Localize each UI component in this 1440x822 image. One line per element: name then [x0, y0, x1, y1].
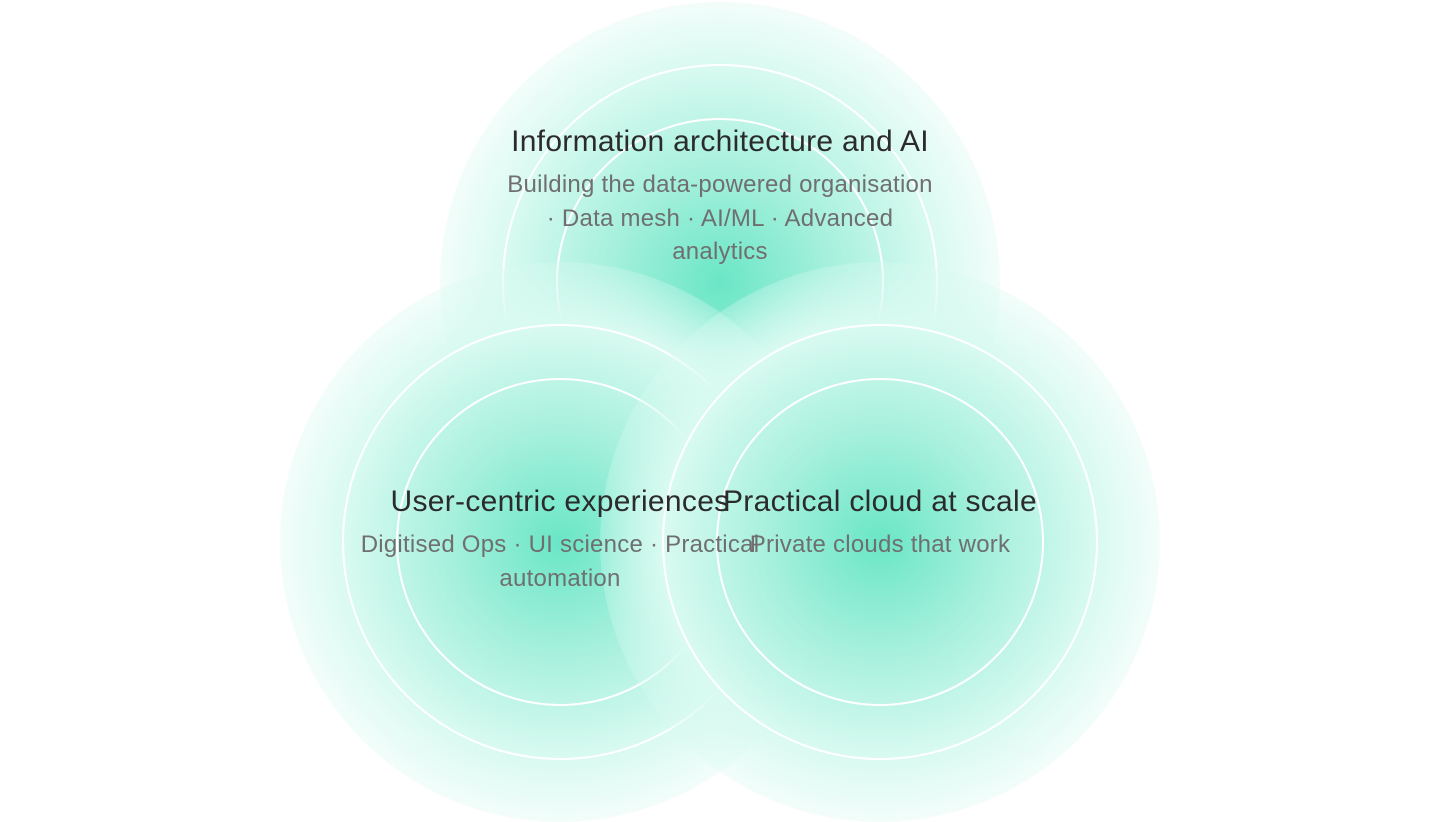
venn-title-right: Practical cloud at scale — [660, 482, 1100, 523]
venn-title-top: Information architecture and AI — [500, 122, 940, 163]
venn-diagram: Information architecture and AI Building… — [170, 12, 1270, 792]
venn-subtitle-right: Private clouds that work — [660, 528, 1100, 562]
venn-label-top: Information architecture and AI Building… — [500, 122, 940, 269]
venn-subtitle-top: Building the data-powered organisation ·… — [500, 168, 940, 269]
venn-label-right: Practical cloud at scale Private clouds … — [660, 482, 1100, 562]
